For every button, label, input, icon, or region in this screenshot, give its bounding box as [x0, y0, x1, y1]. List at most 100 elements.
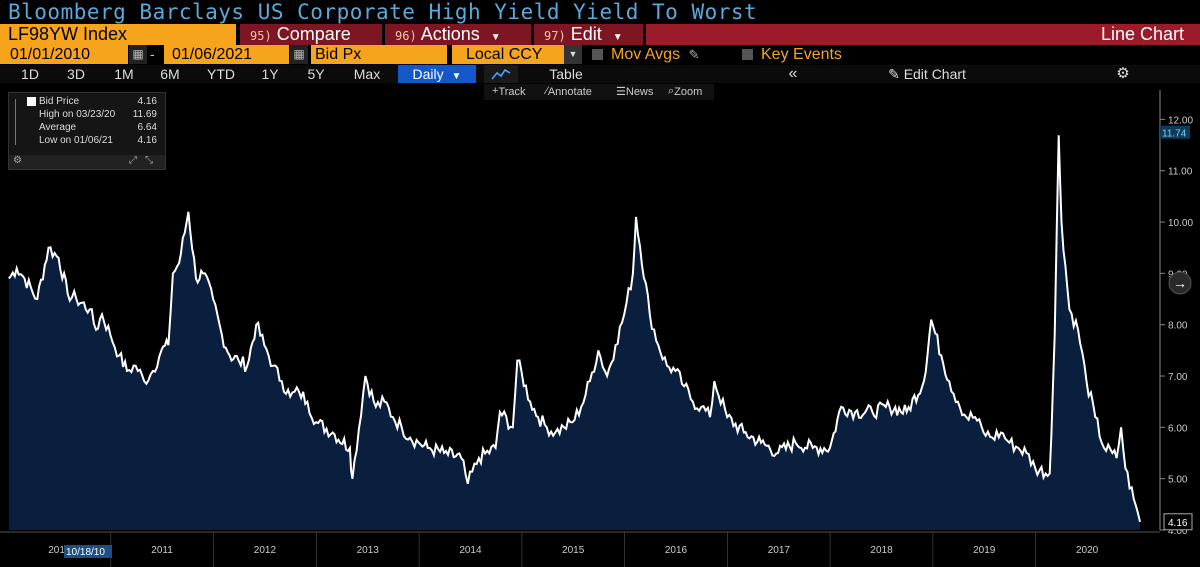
- settings-toolbar: 01/01/2010 ▦ - 01/06/2021 ▦ Bid Px Local…: [0, 45, 1200, 64]
- end-calendar-icon[interactable]: ▦: [290, 45, 308, 64]
- edit-label: Edit: [570, 24, 602, 44]
- x-tick-label: 2020: [1076, 545, 1099, 556]
- frequency-label: Daily: [412, 66, 444, 82]
- currency-dropdown-icon[interactable]: ▼: [564, 45, 582, 64]
- legend-series-checkbox[interactable]: [27, 97, 36, 106]
- mov-avgs-checkbox[interactable]: [592, 49, 603, 61]
- edit-chart-pencil-icon: ✎: [888, 66, 900, 82]
- high-marker-box: [1160, 125, 1190, 139]
- legend-value-bid: 4.16: [137, 96, 157, 107]
- start-date-input[interactable]: 01/01/2010: [0, 45, 128, 64]
- field-value: Bid Px: [315, 46, 362, 63]
- actions-label: Actions: [420, 24, 480, 44]
- news-tool[interactable]: ☰ News: [616, 86, 654, 98]
- legend-label-high: High on 03/23/20: [39, 109, 116, 120]
- zoom-tool[interactable]: ⌕ Zoom: [668, 85, 703, 98]
- edit-chart-label: Edit Chart: [903, 66, 966, 82]
- price-area-fill: [8, 135, 1140, 531]
- legend-footer: ⚙ ⤢ ⤡: [9, 155, 165, 169]
- pencil-icon[interactable]: ✎: [688, 47, 700, 62]
- key-events-checkbox[interactable]: [742, 49, 753, 61]
- edit-button[interactable]: 97) Edit ▼: [534, 24, 643, 45]
- legend-panel: Bid Price 4.16 High on 03/23/20 11.69 Av…: [8, 92, 166, 170]
- crosshair-date-label: 10/18/10: [66, 547, 105, 558]
- collapse-icon[interactable]: «: [788, 65, 798, 82]
- actions-button[interactable]: 96) Actions ▼: [385, 24, 531, 45]
- mov-avgs-toggle[interactable]: Mov Avgs ✎: [592, 45, 732, 64]
- period-ytd-button[interactable]: YTD: [207, 66, 235, 82]
- y-tick-label: 12.00: [1168, 115, 1193, 126]
- edit-chart-button[interactable]: ✎ Edit Chart: [862, 65, 992, 83]
- ticker-field[interactable]: LF98YW Index: [0, 24, 236, 45]
- currency-select[interactable]: Local CCY: [452, 45, 564, 64]
- chart-type-selector[interactable]: Line Chart: [646, 24, 1200, 45]
- x-tick-label: 2015: [562, 545, 585, 556]
- x-tick-label: 2016: [665, 545, 688, 556]
- mov-avgs-label: Mov Avgs: [611, 46, 681, 63]
- frequency-caret-icon: ▼: [451, 71, 462, 82]
- scroll-right-arrow: →: [1173, 275, 1187, 291]
- end-date-input[interactable]: 01/06/2021: [164, 45, 289, 64]
- actions-number: 96): [395, 29, 417, 43]
- field-input[interactable]: Bid Px: [311, 45, 447, 64]
- key-events-toggle[interactable]: Key Events: [742, 45, 882, 64]
- chart-type-label: Line Chart: [1100, 24, 1184, 44]
- y-tick-label: 5.00: [1168, 475, 1188, 486]
- period-1d-button[interactable]: 1D: [21, 66, 39, 82]
- annotate-tool[interactable]: ⁄ Annotate: [546, 85, 592, 98]
- legend-label-bid: Bid Price: [39, 96, 80, 107]
- x-tick-label: 2010: [48, 545, 71, 556]
- command-toolbar: LF98YW Index 95) Compare 96) Actions ▼ 9…: [0, 24, 1200, 45]
- legend-bracket: [15, 99, 16, 145]
- high-marker-label: 11.74: [1162, 129, 1187, 140]
- legend-label-average: Average: [39, 122, 77, 133]
- y-tick-label: 10.00: [1168, 218, 1193, 229]
- x-tick-label: 2013: [357, 545, 380, 556]
- legend-gear-icon[interactable]: ⚙: [13, 155, 22, 166]
- legend-value-high: 11.69: [132, 109, 157, 120]
- frequency-select[interactable]: Daily ▼: [398, 65, 476, 83]
- chart-tools-bar: + Track ⁄ Annotate ☰ News ⌕ Zoom: [484, 84, 714, 100]
- actions-caret-icon: ▼: [490, 32, 501, 43]
- y-tick-label: 4.00: [1168, 526, 1188, 537]
- track-tool[interactable]: + Track: [492, 85, 526, 98]
- y-tick-label: 7.00: [1168, 372, 1188, 383]
- scroll-right-icon[interactable]: [1168, 271, 1192, 295]
- legend-collapse-icon[interactable]: ⤡: [145, 155, 153, 166]
- x-tick-label: 2017: [768, 545, 791, 556]
- date-separator: -: [150, 46, 155, 62]
- y-tick-label: 11.00: [1168, 167, 1193, 178]
- period-5y-button[interactable]: 5Y: [307, 66, 325, 82]
- x-tick-label: 2018: [870, 545, 893, 556]
- period-6m-button[interactable]: 6M: [160, 66, 180, 82]
- crosshair-date-box: [64, 545, 112, 558]
- page-title: Bloomberg Barclays US Corporate High Yie…: [8, 0, 758, 24]
- last-value-box: [1163, 513, 1193, 531]
- period-max-button[interactable]: Max: [353, 66, 381, 82]
- window-title-bar: Bloomberg Barclays US Corporate High Yie…: [0, 0, 1200, 24]
- price-line: [8, 135, 1141, 523]
- y-tick-label: 8.00: [1168, 321, 1188, 332]
- end-date-value: 01/06/2021: [172, 46, 253, 63]
- period-1m-button[interactable]: 1M: [114, 66, 134, 82]
- y-tick-label: 6.00: [1168, 423, 1188, 434]
- x-tick-label: 2012: [254, 545, 277, 556]
- period-toolbar: 1D 3D 1M 6M YTD 1Y 5Y Max Daily ▼ Table …: [0, 65, 1200, 83]
- period-1y-button[interactable]: 1Y: [261, 66, 279, 82]
- start-date-value: 01/01/2010: [10, 46, 91, 63]
- x-tick-label: 2019: [973, 545, 996, 556]
- compare-label: Compare: [276, 24, 351, 44]
- legend-label-low: Low on 01/06/21: [39, 135, 113, 146]
- period-3d-button[interactable]: 3D: [67, 66, 85, 82]
- compare-button[interactable]: 95) Compare: [240, 24, 382, 45]
- settings-gear-icon[interactable]: ⚙: [1116, 65, 1130, 82]
- edit-caret-icon: ▼: [612, 32, 623, 43]
- line-chart-icon[interactable]: [484, 65, 518, 83]
- legend-expand-icon[interactable]: ⤢: [129, 155, 137, 166]
- currency-value: Local CCY: [466, 46, 543, 63]
- edit-number: 97): [544, 29, 566, 43]
- start-calendar-icon[interactable]: ▦: [129, 45, 147, 64]
- last-value-label: 4.16: [1168, 518, 1188, 529]
- table-button[interactable]: Table: [549, 66, 583, 82]
